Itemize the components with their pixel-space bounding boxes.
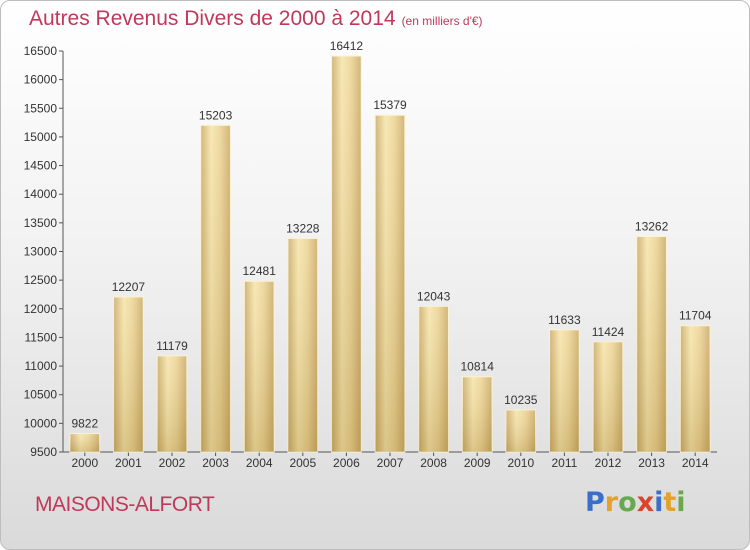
bar-shade-2010 bbox=[505, 409, 536, 452]
x-tick-label-2001: 2001 bbox=[115, 456, 142, 470]
y-tick-label: 9500 bbox=[30, 445, 57, 459]
bar-shade-2012 bbox=[593, 341, 623, 452]
data-label-2005: 13228 bbox=[286, 221, 320, 235]
logo-letter: i bbox=[676, 487, 686, 518]
data-labels: 9822 12207 11179 15203 12481 13228 16412 15379 1… bbox=[71, 39, 711, 431]
data-label-2006: 16412 bbox=[330, 39, 364, 53]
x-tick-label-2000: 2000 bbox=[71, 456, 98, 470]
data-label-2000: 9822 bbox=[71, 417, 98, 431]
data-label-2012: 11424 bbox=[592, 325, 625, 339]
bar-shade-2011 bbox=[549, 329, 580, 452]
data-label-2011: 11633 bbox=[548, 313, 581, 327]
x-tick-label-2007: 2007 bbox=[377, 456, 404, 470]
y-tick-label: 13000 bbox=[24, 245, 58, 259]
y-tick-label: 16500 bbox=[24, 44, 58, 58]
data-label-2013: 13262 bbox=[635, 219, 669, 233]
logo-letter: i bbox=[654, 487, 664, 518]
bar-shade-2001 bbox=[113, 296, 144, 452]
bar-shade-2009 bbox=[462, 376, 493, 452]
bar-shade-2004 bbox=[244, 281, 275, 452]
data-label-2010: 10235 bbox=[504, 393, 538, 407]
city-name: MAISONS-ALFORT bbox=[35, 493, 215, 516]
y-tick-label: 12000 bbox=[24, 302, 58, 316]
y-tick-label: 13500 bbox=[24, 216, 58, 230]
bar-shade-2014 bbox=[680, 325, 711, 452]
y-tick-label: 14500 bbox=[24, 159, 58, 173]
x-tick-label-2013: 2013 bbox=[638, 456, 665, 470]
y-tick-label: 10000 bbox=[24, 416, 58, 430]
bar-shade-2003 bbox=[200, 125, 231, 453]
bar-shade-2006 bbox=[331, 56, 362, 453]
x-tick-label-2002: 2002 bbox=[159, 456, 186, 470]
logo-letter: x bbox=[636, 487, 655, 518]
bar-shade-2007 bbox=[375, 115, 405, 452]
chart-title: Autres Revenus Divers de 2000 à 2014 bbox=[29, 7, 396, 30]
y-tick-label: 14000 bbox=[24, 187, 58, 201]
logo-letter: t bbox=[663, 487, 677, 518]
data-label-2001: 12207 bbox=[112, 280, 146, 294]
data-label-2004: 12481 bbox=[243, 264, 277, 278]
x-tick-label-2005: 2005 bbox=[289, 456, 316, 470]
proxiti-logo: Proxiti bbox=[585, 487, 686, 518]
x-tick-label-2010: 2010 bbox=[507, 456, 534, 470]
y-tick-label: 15000 bbox=[24, 130, 58, 144]
bars bbox=[69, 55, 711, 453]
data-label-2007: 15379 bbox=[373, 98, 407, 112]
x-tick-label-2008: 2008 bbox=[420, 456, 447, 470]
bar-shade-2000 bbox=[69, 433, 100, 452]
bar-shade-2008 bbox=[418, 306, 449, 452]
title-row: Autres Revenus Divers de 2000 à 2014 (en … bbox=[29, 7, 483, 31]
data-label-2014: 11704 bbox=[679, 309, 712, 323]
logo-letter: r bbox=[604, 487, 619, 518]
x-tick-label-2006: 2006 bbox=[333, 456, 360, 470]
logo-letter: P bbox=[585, 487, 605, 518]
y-tick-label: 12500 bbox=[24, 273, 58, 287]
y-tick-label: 15500 bbox=[24, 101, 58, 115]
x-tick-label-2009: 2009 bbox=[464, 456, 491, 470]
chart-subtitle: (en milliers d'€) bbox=[401, 14, 483, 28]
data-label-2009: 10814 bbox=[461, 360, 495, 374]
bar-shade-2013 bbox=[636, 236, 667, 452]
y-tick-label: 10500 bbox=[24, 388, 58, 402]
data-label-2002: 11179 bbox=[156, 339, 188, 353]
bar-shade-2002 bbox=[157, 355, 187, 452]
y-tick-label: 16000 bbox=[24, 73, 58, 87]
data-label-2008: 12043 bbox=[417, 289, 451, 303]
y-tick-label: 11500 bbox=[25, 330, 58, 344]
data-label-2003: 15203 bbox=[199, 108, 233, 122]
x-tick-label-2004: 2004 bbox=[246, 456, 273, 470]
x-tick-label-2012: 2012 bbox=[595, 456, 622, 470]
y-tick-label: 11000 bbox=[25, 359, 58, 373]
logo-letter: o bbox=[618, 487, 637, 518]
x-tick-label-2003: 2003 bbox=[202, 456, 229, 470]
bar-shade-2005 bbox=[287, 238, 318, 452]
x-tick-label-2011: 2011 bbox=[551, 456, 577, 470]
x-tick-label-2014: 2014 bbox=[682, 456, 709, 470]
